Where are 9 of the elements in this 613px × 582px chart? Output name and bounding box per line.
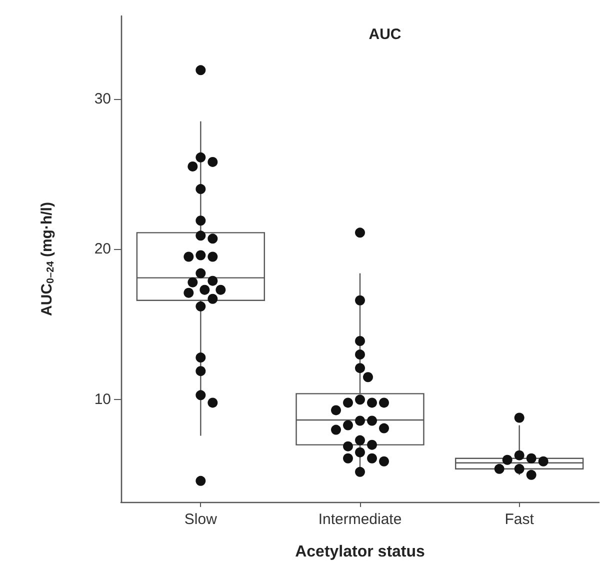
x-tick-label: Slow (184, 511, 218, 528)
y-tick-label: 30 (94, 90, 111, 108)
y-tick-label: 10 (94, 391, 111, 408)
x-tick-label: Intermediate (318, 511, 402, 528)
y-tick-label: 20 (94, 240, 111, 258)
y-axis-title: AUC0–24 (mg·h/l) (38, 202, 56, 316)
x-axis-title: Acetylator status (295, 544, 426, 560)
x-tick-label: Fast (504, 511, 535, 528)
text: AUC (368, 26, 402, 43)
